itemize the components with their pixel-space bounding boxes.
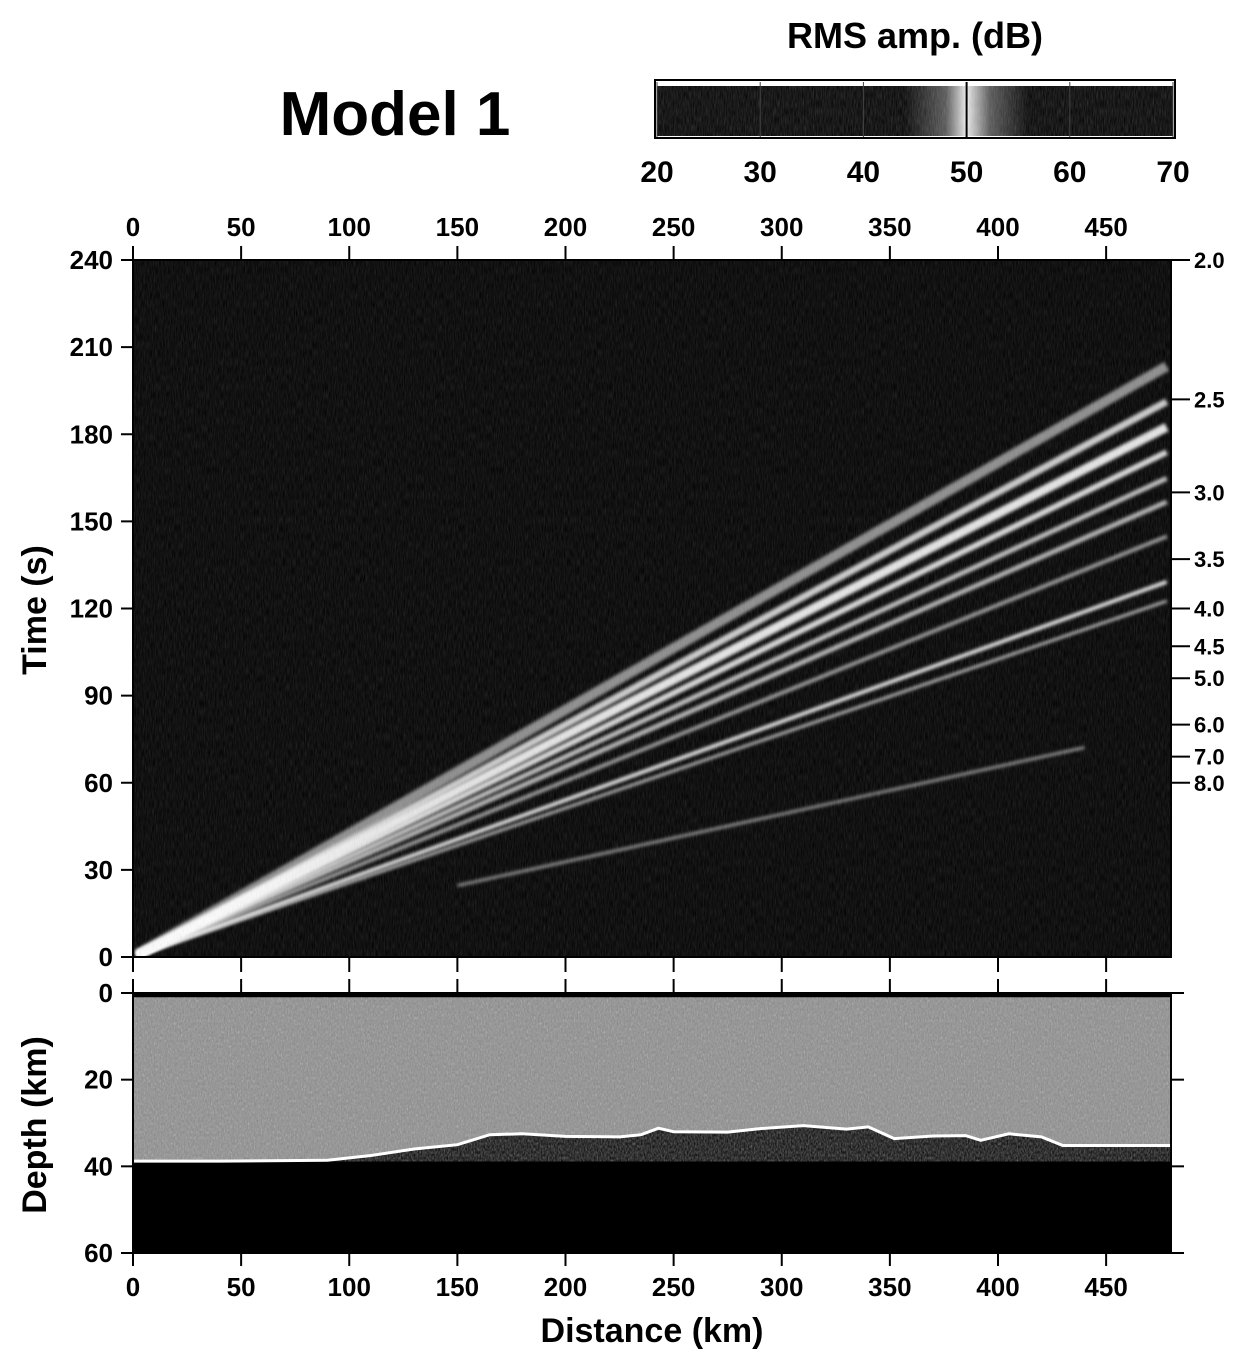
x-tick-label: 400 [976,1272,1019,1302]
velocity-tick-label: 5.0 [1194,666,1225,691]
colorbar-tick-label: 50 [950,156,983,189]
y-tick-label: 0 [99,942,113,972]
colorbar-tick-label: 60 [1053,156,1086,189]
x-tick-label: 250 [652,1272,695,1302]
x-tick-label: 350 [868,1272,911,1302]
velocity-tick-label: 4.5 [1194,634,1225,659]
colorbar-tick-label: 20 [640,156,673,189]
chart-title: Model 1 [280,80,511,149]
colorbar-tick-label: 30 [744,156,777,189]
x-tick-label: 50 [227,212,256,242]
y-tick-label: 240 [70,245,113,275]
x-tick-label: 100 [328,1272,371,1302]
y-tick-label: 20 [84,1065,113,1095]
colorbar-tick-label: 40 [847,156,880,189]
x-tick-label: 250 [652,212,695,242]
record-section-texture [133,260,1171,957]
velocity-tick-label: 2.0 [1194,248,1225,273]
x-tick-label: 300 [760,1272,803,1302]
velocity-tick-label: 4.0 [1194,597,1225,622]
x-tick-label: 0 [126,1272,140,1302]
y-tick-label: 150 [70,506,113,536]
x-tick-label: 50 [227,1272,256,1302]
y-tick-label: 40 [84,1151,113,1181]
x-tick-label: 400 [976,212,1019,242]
time-axis-label: Time (s) [16,545,54,675]
colorbar-label: RMS amp. (dB) [787,15,1043,56]
y-tick-label: 180 [70,419,113,449]
velocity-tick-label: 2.5 [1194,387,1225,412]
colorbar-tick-label: 70 [1156,156,1189,189]
colorbar: RMS amp. (dB) 20 30 40 50 60 70 [640,15,1189,189]
crust-texture [133,997,1171,1162]
x-tick-label: 0 [126,212,140,242]
depth-axis-label: Depth (km) [16,1036,54,1214]
y-tick-label: 210 [70,332,113,362]
distance-axis: 0 50 100 150 200 250 300 350 400 450 [126,979,1128,1302]
top-x-axis: 0 50 100 150 200 250 300 350 400 450 [126,212,1128,972]
x-tick-label: 150 [436,212,479,242]
velocity-tick-label: 6.0 [1194,713,1225,738]
velocity-tick-label: 3.0 [1194,480,1225,505]
x-tick-label: 200 [544,1272,587,1302]
x-tick-label: 100 [328,212,371,242]
y-tick-label: 0 [99,978,113,1008]
distance-axis-label: Distance (km) [541,1312,764,1350]
record-section-panel: 0 50 100 150 200 250 300 350 400 450 0 30 60 90 120 15… [16,212,1225,972]
depth-axis: 0 20 40 60 [84,978,1184,1268]
x-tick-label: 150 [436,1272,479,1302]
x-tick-label: 300 [760,212,803,242]
depth-model-panel: 0 50 100 150 200 250 300 350 400 450 0 20 40 60 Dist… [16,978,1184,1350]
velocity-tick-label: 3.5 [1194,547,1225,572]
moho-line [133,1124,1171,1163]
colorbar-texture [657,86,1173,136]
y-tick-label: 90 [84,681,113,711]
y-tick-label: 60 [84,1238,113,1268]
y-tick-label: 30 [84,855,113,885]
y-tick-label: 60 [84,768,113,798]
x-tick-label: 200 [544,212,587,242]
velocity-tick-label: 8.0 [1194,771,1225,796]
depth-model-frame [132,992,1172,1254]
x-tick-label: 350 [868,212,911,242]
x-tick-label: 450 [1084,1272,1127,1302]
time-axis: 0 30 60 90 120 150 180 210 240 [70,245,133,972]
velocity-axis: 2.0 2.5 3.0 3.5 4.0 4.5 5.0 6.0 7.08.0 [1171,248,1225,796]
colorbar-ticks: 20 30 40 50 60 70 [640,82,1190,189]
y-tick-label: 120 [70,594,113,624]
x-tick-label: 450 [1084,212,1127,242]
velocity-tick-label: 7.0 [1194,745,1225,770]
